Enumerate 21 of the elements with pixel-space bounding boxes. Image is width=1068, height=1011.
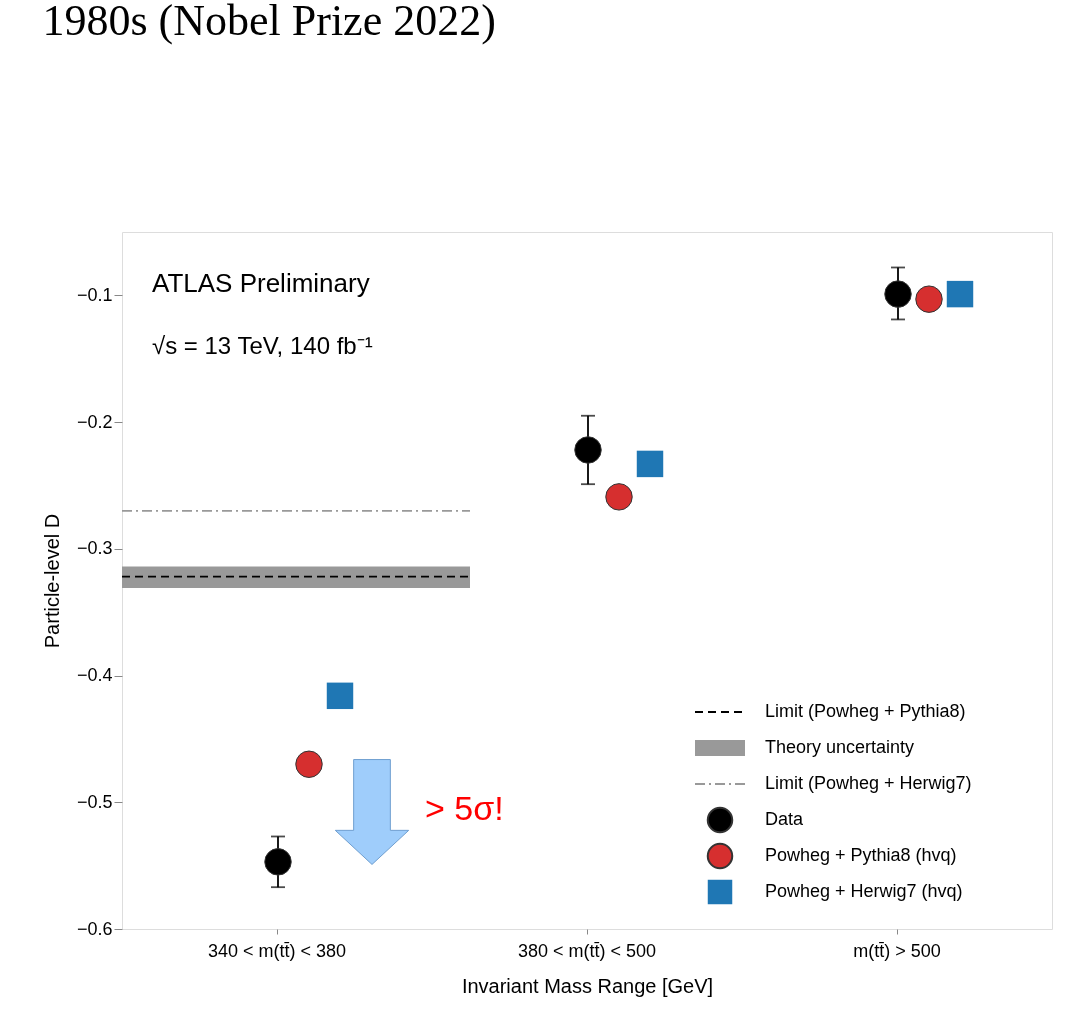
- legend-label: Data: [765, 809, 805, 829]
- legend-label: Limit (Powheg + Pythia8): [765, 701, 966, 721]
- chart-title: 1980s (Nobel Prize 2022): [42, 0, 496, 45]
- x-tick-label: m(tt̄) > 500: [853, 940, 941, 961]
- x-tick-label: 340 < m(tt̄) < 380: [207, 940, 347, 961]
- legend-label: Theory uncertainty: [765, 737, 915, 757]
- y-tick-label: −0.2: [76, 411, 113, 432]
- annotation: √s = 13 TeV, 140 fb⁻¹: [152, 332, 373, 359]
- y-tick-label: −0.5: [76, 791, 113, 812]
- x-tick-label: 380 < m(tt̄) < 500: [517, 940, 657, 961]
- annotation: > 5σ!: [425, 789, 504, 827]
- y-tick-label: −0.4: [76, 665, 113, 686]
- legend-label: Powheg + Pythia8 (hvq): [765, 845, 957, 865]
- annotation: ATLAS Preliminary: [152, 268, 370, 298]
- legend-label: Limit (Powheg + Herwig7): [765, 773, 972, 793]
- y-axis-title: Particle-level D: [40, 513, 63, 649]
- y-tick-label: −0.3: [76, 538, 113, 559]
- y-tick-label: −0.6: [76, 918, 113, 939]
- x-axis-title: Invariant Mass Range [GeV]: [461, 974, 714, 997]
- y-tick-label: −0.1: [76, 284, 113, 305]
- legend-label: Powheg + Herwig7 (hvq): [765, 881, 963, 901]
